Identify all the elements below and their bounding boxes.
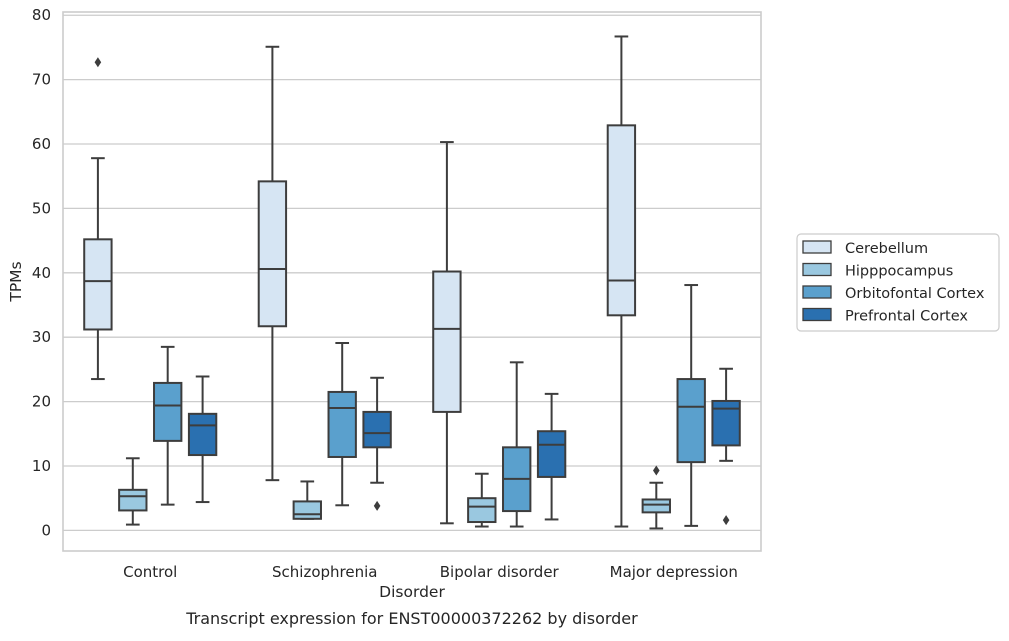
box-elements: [83, 35, 741, 530]
y-tick-label: 60: [32, 135, 51, 153]
legend-label: Prefrontal Cortex: [845, 309, 968, 325]
y-tick-label: 20: [32, 393, 51, 411]
box-body: [187, 412, 218, 457]
box-1-3: [362, 376, 392, 511]
y-tick-label: 0: [41, 521, 51, 539]
legend-frame: [796, 233, 1000, 332]
legend: Cerebellum Hipppocampus Orbitofontal Corte…: [796, 233, 1000, 332]
box-body: [153, 381, 183, 442]
y-tick-label: 80: [32, 6, 51, 24]
box-body: [257, 180, 288, 328]
x-tick-label: Schizophrenia: [272, 563, 377, 581]
legend-swatch: [802, 285, 832, 299]
y-tick-label: 10: [32, 457, 51, 475]
y-tick-label: 70: [32, 71, 51, 89]
box-1-2: [327, 341, 357, 507]
box-0-3: [187, 375, 218, 504]
box-body: [467, 497, 497, 524]
plot-area-frame: [62, 11, 762, 552]
box-3-0: [606, 35, 637, 528]
box-body: [536, 430, 567, 478]
x-tick-label: Major depression: [610, 563, 738, 581]
legend-swatch: [802, 240, 832, 254]
box-2-3: [536, 392, 567, 521]
box-3-2: [676, 284, 706, 527]
box-body: [292, 500, 322, 520]
box-3-1: [641, 465, 671, 530]
x-axis-label: Disorder: [379, 583, 445, 601]
figure-caption: Transcript expression for ENST0000037226…: [185, 609, 638, 628]
box-1-0: [257, 45, 288, 482]
box-3-3: [711, 367, 741, 526]
x-tick-label: Bipolar disorder: [440, 563, 560, 581]
box-2-2: [502, 361, 532, 528]
box-body: [606, 124, 637, 317]
y-tick-label: 50: [32, 199, 51, 217]
y-axis-label: TPMs: [7, 261, 25, 302]
y-tick-label: 30: [32, 328, 51, 346]
legend-swatch: [802, 262, 832, 277]
box-0-2: [153, 345, 183, 506]
legend-label: Orbitofontal Cortex: [845, 286, 985, 302]
box-0-0: [83, 57, 113, 381]
y-tick-label: 40: [32, 264, 51, 282]
box-1-1: [292, 480, 322, 520]
outlier-point: [94, 57, 102, 68]
box-body: [432, 270, 462, 413]
x-tick-label: Control: [123, 563, 177, 581]
box-body: [362, 410, 392, 449]
outlier-point: [373, 500, 381, 511]
legend-label: Cerebellum: [845, 241, 928, 257]
legend-label: Hipppocampus: [845, 264, 953, 280]
box-2-0: [432, 141, 462, 525]
box-body: [83, 238, 113, 331]
box-body: [118, 488, 148, 512]
outlier-point: [722, 515, 730, 526]
box-body: [641, 498, 671, 514]
box-body: [676, 378, 706, 464]
x-tick-labels: Control Schizophrenia Bipolar disorder Majo…: [123, 563, 738, 581]
outlier-point: [653, 465, 660, 476]
box-body: [711, 399, 741, 447]
box-body: [327, 390, 357, 458]
box-0-1: [118, 457, 148, 526]
box-2-1: [467, 472, 497, 528]
y-tick-labels: 0 10 20 30 40 50 60 70 80: [32, 6, 51, 539]
legend-swatch: [802, 307, 832, 322]
